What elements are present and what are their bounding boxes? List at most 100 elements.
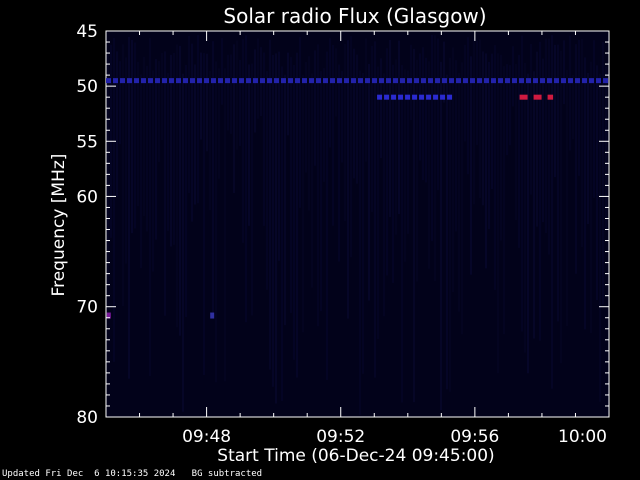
y-tick-label: 55 — [76, 132, 98, 152]
emission-band-segment — [447, 94, 453, 100]
emission-band-segment — [533, 78, 538, 84]
y-tick-label: 45 — [76, 22, 98, 42]
y-tick-label: 80 — [76, 408, 98, 428]
emission-band-segment — [386, 78, 391, 84]
emission-band-segment — [344, 78, 349, 84]
emission-band-segment — [384, 94, 390, 100]
emission-band-segment — [428, 78, 433, 84]
emission-band-segment — [134, 78, 139, 84]
emission-band-segment — [379, 78, 384, 84]
emission-band-segment — [519, 78, 524, 84]
emission-band-segment — [456, 78, 461, 84]
emission-band-segment — [582, 78, 587, 84]
emission-band-segment — [463, 78, 468, 84]
emission-band-segment — [442, 78, 447, 84]
emission-band-segment — [148, 78, 153, 84]
emission-band-segment — [141, 78, 146, 84]
bg-subtracted-note: BG subtracted — [191, 469, 263, 479]
emission-band-segment — [512, 78, 517, 84]
emission-band-segment — [239, 78, 244, 84]
emission-band-segment — [603, 78, 608, 84]
emission-band-segment — [568, 78, 573, 84]
emission-band-segment — [554, 78, 559, 84]
y-tick-label: 50 — [76, 77, 98, 97]
emission-band-segment — [421, 78, 426, 84]
emission-band-segment — [419, 94, 425, 100]
emission-features — [106, 78, 608, 319]
emission-band-segment — [477, 78, 482, 84]
emission-band-segment — [260, 78, 265, 84]
emission-band-segment — [412, 94, 418, 100]
emission-band-segment — [246, 78, 251, 84]
emission-band-segment — [491, 78, 496, 84]
emission-band-segment — [190, 78, 195, 84]
emission-band-segment — [398, 94, 404, 100]
emission-band-segment — [225, 78, 230, 84]
emission-band-segment — [316, 78, 321, 84]
emission-band-segment — [204, 78, 209, 84]
x-tick-label: 09:52 — [316, 427, 365, 447]
emission-band-segment — [407, 78, 412, 84]
updated-timestamp: Updated Fri Dec 6 10:15:35 2024 — [2, 469, 176, 479]
emission-band-segment — [281, 78, 286, 84]
emission-band-segment — [435, 78, 440, 84]
emission-band-segment — [127, 78, 132, 84]
emission-band-segment — [414, 78, 419, 84]
x-tick-label: 10:00 — [558, 427, 607, 447]
emission-band-segment — [561, 78, 566, 84]
emission-band-segment — [351, 78, 356, 84]
emission-band-segment — [176, 78, 181, 84]
emission-band-segment — [330, 78, 335, 84]
emission-band-segment — [505, 78, 510, 84]
emission-band-segment — [337, 78, 342, 84]
emission-band-segment — [197, 78, 202, 84]
emission-band-segment — [120, 78, 125, 84]
emission-band-segment — [155, 78, 160, 84]
y-axis-label: Frequency [MHz] — [49, 154, 69, 297]
emission-band-segment — [533, 94, 542, 100]
x-tick-label: 09:56 — [450, 427, 499, 447]
emission-band-segment — [288, 78, 293, 84]
y-tick-label: 70 — [76, 298, 98, 318]
emission-band-segment — [274, 78, 279, 84]
emission-band-segment — [540, 78, 545, 84]
emission-band-segment — [433, 94, 439, 100]
emission-band-segment — [440, 94, 446, 100]
emission-band-segment — [575, 78, 580, 84]
y-tick-label: 60 — [76, 187, 98, 207]
emission-band-segment — [365, 78, 370, 84]
emission-band-segment — [519, 94, 528, 100]
emission-band-segment — [526, 78, 531, 84]
emission-band-segment — [218, 78, 223, 84]
emission-band-segment — [302, 78, 307, 84]
emission-band-segment — [449, 78, 454, 84]
emission-band-segment — [470, 78, 475, 84]
emission-band-segment — [253, 78, 258, 84]
emission-band-segment — [113, 78, 118, 84]
emission-band-segment — [267, 78, 272, 84]
footer-status: Updated Fri Dec 6 10:15:35 2024 BG subtr… — [2, 469, 262, 479]
emission-band-segment — [391, 94, 397, 100]
emission-band-segment — [377, 94, 383, 100]
emission-band-segment — [211, 78, 216, 84]
x-axis: 09:48 09:52 09:56 10:00 — [139, 31, 610, 447]
emission-spot — [106, 312, 111, 319]
emission-band-segment — [393, 78, 398, 84]
emission-band-segment — [547, 94, 554, 100]
x-tick-label: 09:48 — [182, 427, 231, 447]
emission-band-segment — [232, 78, 237, 84]
emission-band-segment — [309, 78, 314, 84]
emission-band-segment — [295, 78, 300, 84]
emission-band-segment — [106, 78, 111, 84]
emission-band-segment — [405, 94, 411, 100]
emission-band-segment — [589, 78, 594, 84]
emission-band-segment — [484, 78, 489, 84]
y-axis: 45 50 55 60 70 80 — [76, 22, 609, 428]
x-axis-label: Start Time (06-Dec-24 09:45:00) — [217, 446, 494, 466]
emission-band-segment — [169, 78, 174, 84]
emission-band-segment — [358, 78, 363, 84]
emission-band-segment — [547, 78, 552, 84]
chart-title: Solar radio Flux (Glasgow) — [223, 4, 486, 28]
emission-band-segment — [498, 78, 503, 84]
